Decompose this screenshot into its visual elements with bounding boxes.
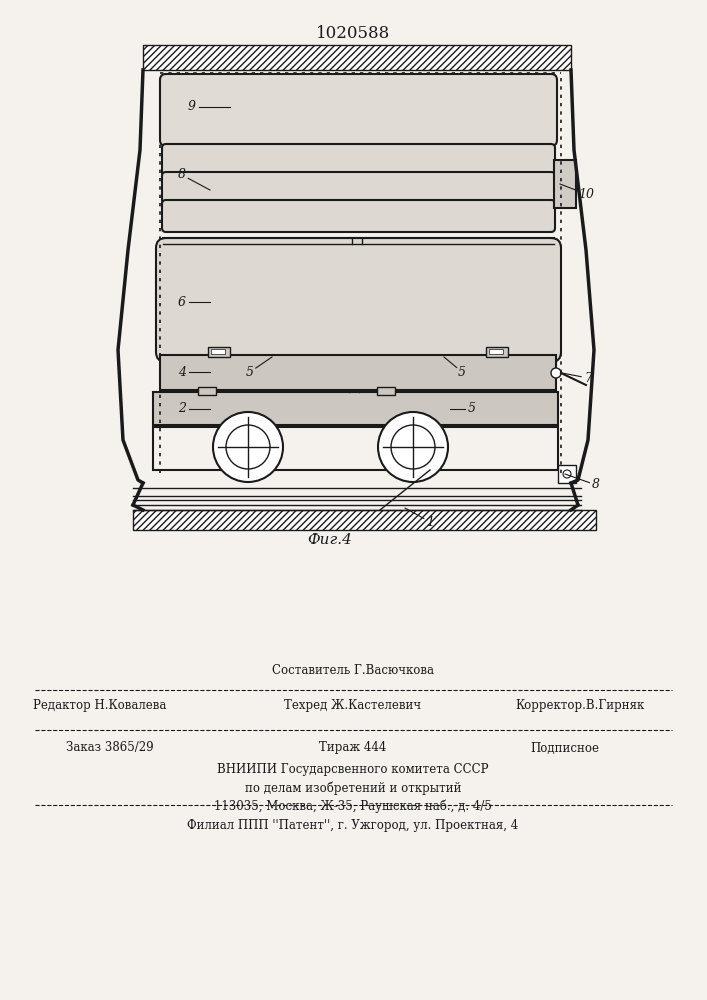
Circle shape (378, 412, 448, 482)
Bar (153, 427, 558, 470)
Text: Составитель Г.Васючкова: Составитель Г.Васючкова (272, 664, 434, 676)
Bar (153, 392, 558, 425)
Circle shape (226, 425, 270, 469)
FancyBboxPatch shape (156, 238, 561, 362)
Text: 7: 7 (584, 371, 592, 384)
Text: 1: 1 (426, 516, 434, 528)
Text: 8: 8 (178, 168, 186, 182)
Bar (208, 347, 230, 357)
Text: 4: 4 (178, 365, 186, 378)
Text: 2: 2 (178, 402, 186, 416)
Text: Корректор.В.Гирняк: Корректор.В.Гирняк (515, 698, 645, 712)
Bar (554, 160, 576, 208)
Text: 5: 5 (246, 365, 254, 378)
Bar (489, 349, 503, 354)
Text: 1020588: 1020588 (316, 25, 390, 42)
Text: Редактор Н.Ковалева: Редактор Н.Ковалева (33, 698, 167, 712)
Text: Филиал ППП ''Патент'', г. Ужгород, ул. Проектная, 4: Филиал ППП ''Патент'', г. Ужгород, ул. П… (187, 818, 519, 832)
Bar (486, 347, 508, 357)
Bar (133, 510, 596, 530)
Circle shape (391, 425, 435, 469)
Circle shape (563, 470, 571, 478)
Bar (211, 349, 225, 354)
Text: Фиг.4: Фиг.4 (308, 533, 352, 547)
Text: Техред Ж.Кастелевич: Техред Ж.Кастелевич (284, 698, 421, 712)
Text: Тираж 444: Тираж 444 (320, 742, 387, 754)
Bar (143, 45, 571, 70)
Bar (558, 465, 576, 483)
Text: по делам изобретений и открытий: по делам изобретений и открытий (245, 781, 461, 795)
Text: Заказ 3865/29: Заказ 3865/29 (66, 742, 154, 754)
Text: 8: 8 (592, 479, 600, 491)
Circle shape (551, 368, 561, 378)
Text: 10: 10 (578, 188, 594, 200)
Text: 5: 5 (468, 402, 476, 416)
Text: 6: 6 (178, 296, 186, 308)
Circle shape (213, 412, 283, 482)
Bar (198, 387, 216, 395)
Text: 9: 9 (188, 101, 196, 113)
Text: 5: 5 (458, 365, 466, 378)
Text: ВНИИПИ Государсвенного комитета СССР: ВНИИПИ Государсвенного комитета СССР (217, 764, 489, 776)
FancyBboxPatch shape (162, 200, 555, 232)
Bar (160, 355, 556, 390)
FancyBboxPatch shape (162, 172, 555, 204)
FancyBboxPatch shape (162, 144, 555, 176)
Text: Подписное: Подписное (530, 742, 600, 754)
Text: 113035, Москва, Ж-35, Раушская наб., д. 4/5: 113035, Москва, Ж-35, Раушская наб., д. … (214, 799, 492, 813)
FancyBboxPatch shape (160, 74, 557, 146)
Bar (377, 387, 395, 395)
